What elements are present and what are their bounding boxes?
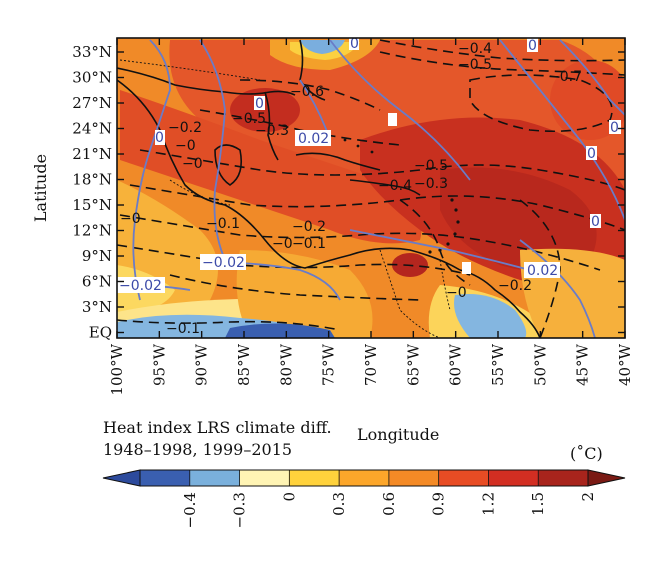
contour-label: −0.2 [292, 219, 326, 235]
contour-label: −0.3 [414, 176, 448, 192]
contour-label: −0.4 [458, 41, 492, 57]
colorbar-unit: (˚C) [570, 444, 603, 463]
lon-tick-label: 95°W [150, 343, 168, 386]
lon-tick-label: 70°W [362, 343, 380, 386]
lat-tick-label: 18°N [72, 171, 112, 189]
lat-tick-label: 24°N [72, 120, 112, 138]
contour-label: 0.02 [298, 131, 329, 147]
lon-tick-label: 85°W [235, 343, 253, 386]
lat-tick-label: EQ [89, 324, 112, 342]
blue-contour-labels: 0 0 0 0 0.02 0 0 0 −0.02 0.02 −0.02 [117, 36, 621, 294]
colorbar-segment [488, 470, 539, 486]
lat-tick-label: 12°N [72, 222, 112, 240]
x-axis-title: Longitude [357, 425, 439, 444]
contour-label: 0 [528, 38, 537, 54]
contour-label: −0.02 [119, 278, 162, 294]
colorbar-tick-label: 0.6 [380, 492, 398, 516]
field-dark-red-core [440, 167, 597, 272]
contour-label: −0 [120, 211, 141, 227]
colorbar-segment [339, 470, 390, 486]
lon-tick-label: 80°W [277, 343, 295, 386]
contour-label: −0 [446, 285, 467, 301]
contour-label: −0.2 [168, 120, 202, 136]
latitude-axis: 33°N 30°N 27°N 24°N 21°N 18°N 15°N 12°N 9°N 6°N 3°… [72, 43, 625, 342]
contour-label: −0.1 [166, 321, 200, 337]
field-orange-south [236, 250, 373, 338]
contour-label: 0 [587, 146, 596, 162]
contour-label: −0.5 [414, 158, 448, 174]
contour-label: −0.5 [458, 57, 492, 73]
field-blue-south [454, 294, 527, 338]
colorbar-segment [239, 470, 290, 486]
lat-tick-label: 21°N [72, 145, 112, 163]
islands [343, 138, 460, 254]
contour-label: −0.5 [232, 111, 266, 127]
field-deep-blue-sw [225, 323, 335, 338]
lon-tick-label: 45°W [574, 343, 592, 386]
longitude-axis: 100°W 95°W 90°W 85°W 80°W 75°W 70°W 65°W 60°W 55°… [108, 38, 634, 396]
contour-label: −0.1 [206, 216, 240, 232]
colorbar-segment [140, 470, 191, 486]
colorbar-segment [289, 470, 340, 486]
lat-tick-label: 30°N [72, 69, 112, 87]
lon-tick-label: 75°W [320, 343, 338, 386]
black-contour-labels: −0.4 −0.5 −0.6 −0.7 −0.5 −0.3 −0.2 −0 −0… [120, 41, 582, 337]
colorbar-tick-label: 2 [579, 492, 597, 502]
country-borders [119, 59, 451, 338]
contour-label: 0.02 [527, 263, 558, 279]
contour-label: −0.6 [290, 84, 324, 100]
contour-label: −0 [182, 156, 203, 172]
lat-tick-label: 3°N [82, 298, 112, 316]
lat-tick-label: 9°N [82, 247, 112, 265]
lon-tick-label: 65°W [404, 343, 422, 386]
contour-label: −0.7 [548, 69, 582, 85]
colorbar-tick-label: 0.9 [430, 492, 448, 516]
colorbar-tick-label: −0.4 [181, 492, 199, 528]
lat-tick-label: 27°N [72, 94, 112, 112]
lon-tick-label: 90°W [193, 343, 211, 386]
colorbar-segment [388, 470, 440, 486]
y-axis-title: Latitude [31, 154, 50, 222]
contour-label: 0 [591, 214, 600, 230]
contour-label: −0.02 [202, 255, 245, 271]
colorbar-segment [438, 470, 489, 486]
colorbar: −0.4 −0.3 0 0.3 0.6 0.9 1.2 1.5 2 [102, 469, 626, 528]
colorbar-tick-label: 0 [280, 492, 298, 502]
contour-label: −0.4 [378, 178, 412, 194]
contour-label: 0 [350, 36, 359, 52]
lon-tick-label: 60°W [447, 343, 465, 386]
colorbar-high-extension [587, 469, 626, 487]
colorbar-segment [538, 470, 589, 486]
lon-tick-label: 100°W [108, 343, 126, 395]
caption-line-2: 1948–1998, 1999–2015 [103, 440, 292, 459]
lon-tick-label: 55°W [489, 343, 507, 386]
contour-label: 0 [155, 130, 164, 146]
contour-label: −0 [272, 236, 293, 252]
lon-tick-label: 50°W [531, 343, 549, 386]
colorbar-tick-label: 1.2 [479, 492, 497, 516]
map-panel: −0.4 −0.5 −0.6 −0.7 −0.5 −0.3 −0.2 −0 −0… [117, 36, 625, 338]
lat-tick-label: 33°N [72, 43, 112, 61]
colorbar-tick-label: 1.5 [529, 492, 547, 516]
colorbar-segment [189, 470, 240, 486]
lat-tick-label: 6°N [82, 273, 112, 291]
contour-label: −0 [175, 138, 196, 154]
field-red-central [120, 90, 422, 244]
contour-label: −0.1 [292, 236, 326, 252]
colorbar-tick-label: 0.3 [330, 492, 348, 516]
contour-label: −0.2 [498, 278, 532, 294]
field-red-ne [550, 60, 625, 140]
contour-label: 0 [255, 96, 264, 112]
colorbar-low-extension [102, 469, 141, 487]
contour-label: 0 [610, 120, 619, 136]
caption-line-1: Heat index LRS climate diff. [103, 418, 332, 437]
contour-label: −0.3 [255, 123, 289, 139]
lat-tick-label: 15°N [72, 196, 112, 214]
lon-tick-label: 40°W [616, 343, 634, 386]
colorbar-tick-label: −0.3 [231, 492, 249, 528]
